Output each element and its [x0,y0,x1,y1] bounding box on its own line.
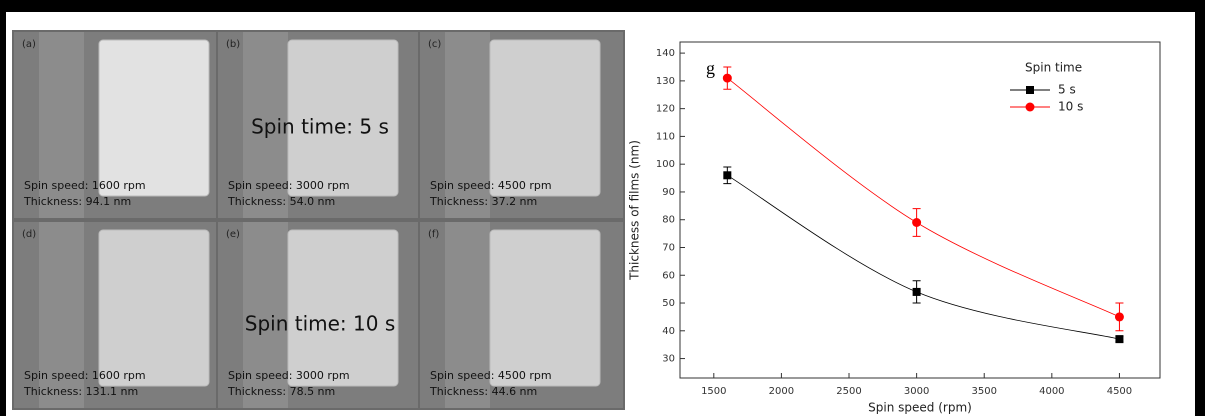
thickness-label: Thickness: 44.6 nm [429,385,537,398]
y-tick-label: 60 [662,270,675,281]
y-tick-label: 100 [656,159,675,170]
spin-speed-label: Spin speed: 4500 rpm [430,369,552,382]
film [490,230,600,386]
thickness-label: Thickness: 54.0 nm [227,195,335,208]
y-tick-label: 40 [662,326,675,337]
legend-label: 10 s [1058,100,1083,114]
panel-label: (b) [226,39,240,50]
panel-label: (f) [428,229,439,240]
marker [913,288,921,296]
marker [912,218,921,227]
y-tick-label: 80 [662,215,675,226]
legend-marker [1026,86,1034,94]
x-tick-label: 4000 [1039,386,1064,397]
y-axis-label: Thickness of films (nm) [628,140,642,281]
legend-label: 5 s [1058,83,1076,97]
y-tick-label: 90 [662,187,675,198]
marker [1115,335,1123,343]
x-tick-label: 2000 [769,386,794,397]
thickness-label: Thickness: 78.5 nm [227,385,335,398]
thickness-label: Thickness: 37.2 nm [429,195,537,208]
legend-marker [1026,103,1035,112]
spin-speed-label: Spin speed: 3000 rpm [228,369,350,382]
plot-frame [680,42,1160,378]
panel-label: (a) [22,39,36,50]
panel-label: (e) [226,229,240,240]
x-tick-label: 1500 [701,386,726,397]
film [99,230,209,386]
spin-time-label: Spin time: 10 s [245,312,396,336]
spin-speed-label: Spin speed: 1600 rpm [24,369,146,382]
film [288,230,398,386]
x-tick-label: 3500 [971,386,996,397]
thickness-label: Thickness: 94.1 nm [23,195,131,208]
y-tick-label: 70 [662,242,675,253]
y-tick-label: 30 [662,354,675,365]
marker [723,171,731,179]
spin-speed-label: Spin speed: 3000 rpm [228,179,350,192]
legend-title: Spin time [1025,61,1082,75]
chart: 1500 2000 2500 3000 3500 4000 4500 30 40 50 60 70 80… [628,42,1161,415]
x-tick-label: 4500 [1107,386,1132,397]
film [490,40,600,196]
x-tick-label: 3000 [904,386,929,397]
frame-right [1195,0,1205,416]
y-tick-label: 110 [656,131,675,142]
figure: (a) Spin speed: 1600 rpm Thickness: 94.1 n… [0,0,1205,416]
panel-label: (c) [428,39,441,50]
thickness-label: Thickness: 131.1 nm [23,385,138,398]
y-tick-label: 130 [656,76,675,87]
frame-left [0,0,6,416]
series-line [727,78,1119,317]
series-line [727,175,1119,339]
annotation: g [706,58,715,78]
marker [723,74,732,83]
spin-speed-label: Spin speed: 1600 rpm [24,179,146,192]
y-tick-label: 140 [656,48,675,59]
x-tick-label: 2500 [836,386,861,397]
marker [1115,312,1124,321]
frame-top [0,0,1205,12]
panel-label: (d) [22,229,36,240]
y-tick-label: 120 [656,104,675,115]
spin-time-label: Spin time: 5 s [251,115,389,139]
spin-speed-label: Spin speed: 4500 rpm [430,179,552,192]
x-axis-label: Spin speed (rpm) [868,401,972,415]
film [99,40,209,196]
y-tick-label: 50 [662,298,675,309]
